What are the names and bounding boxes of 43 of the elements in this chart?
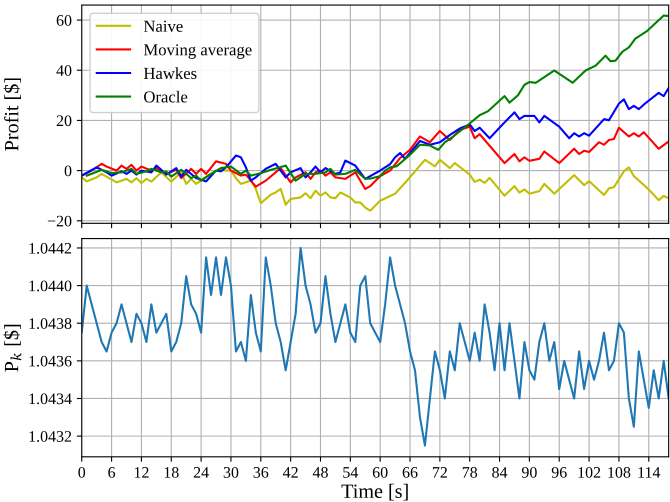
y-tick-label: 1.0436 — [30, 356, 72, 367]
y-axis-title: P$_{k}$ [$] — [4, 324, 22, 372]
x-tick-label: 12 — [134, 467, 149, 478]
y-axis-title: Profit [$] — [4, 78, 21, 151]
x-tick-label: 0 — [78, 467, 86, 478]
x-tick-label: 24 — [194, 467, 209, 478]
x-tick-label: 36 — [254, 467, 268, 478]
x-tick-label: 42 — [282, 467, 298, 478]
y-tick-label: 0 — [64, 166, 72, 176]
x-tick-label: 84 — [492, 467, 508, 478]
x-tick-label: 90 — [522, 467, 537, 478]
y-tick-label: 40 — [56, 65, 72, 76]
x-tick-label: 114 — [638, 467, 660, 478]
legend-label: Hawkes — [144, 67, 196, 79]
y-tick-label: 1.0432 — [30, 431, 72, 442]
x-tick-label: 60 — [372, 467, 388, 478]
y-tick-label: −20 — [48, 216, 72, 226]
x-tick-label: 72 — [432, 467, 447, 478]
y-tick-label: 1.0440 — [30, 280, 72, 292]
line-series — [86, 14, 669, 182]
x-tick-label: 96 — [552, 467, 567, 478]
y-tick-label: 60 — [56, 14, 72, 26]
y-tick-label: 1.0438 — [30, 318, 72, 329]
x-tick-label: 108 — [608, 467, 630, 478]
legend-label: Moving average — [144, 44, 252, 59]
legend-label: Oracle — [144, 90, 188, 103]
x-tick-label: 30 — [224, 467, 238, 478]
y-tick-label: 20 — [56, 115, 72, 126]
x-tick-label: 54 — [343, 467, 358, 478]
x-tick-label: 66 — [402, 467, 418, 478]
line-series — [82, 158, 669, 212]
line-series — [82, 126, 669, 190]
x-tick-label: 102 — [578, 467, 600, 478]
x-tick-label: 6 — [108, 467, 116, 478]
y-tick-label: 1.0434 — [30, 393, 72, 404]
x-tick-label: 48 — [312, 467, 328, 478]
y-tick-label: 1.0442 — [30, 242, 72, 254]
line-series — [82, 87, 669, 182]
line-series — [82, 246, 669, 447]
x-axis-title: Time [s] — [342, 484, 408, 500]
x-tick-label: 78 — [462, 467, 478, 478]
legend-label: Naive — [144, 20, 183, 32]
x-tick-label: 18 — [164, 467, 179, 478]
